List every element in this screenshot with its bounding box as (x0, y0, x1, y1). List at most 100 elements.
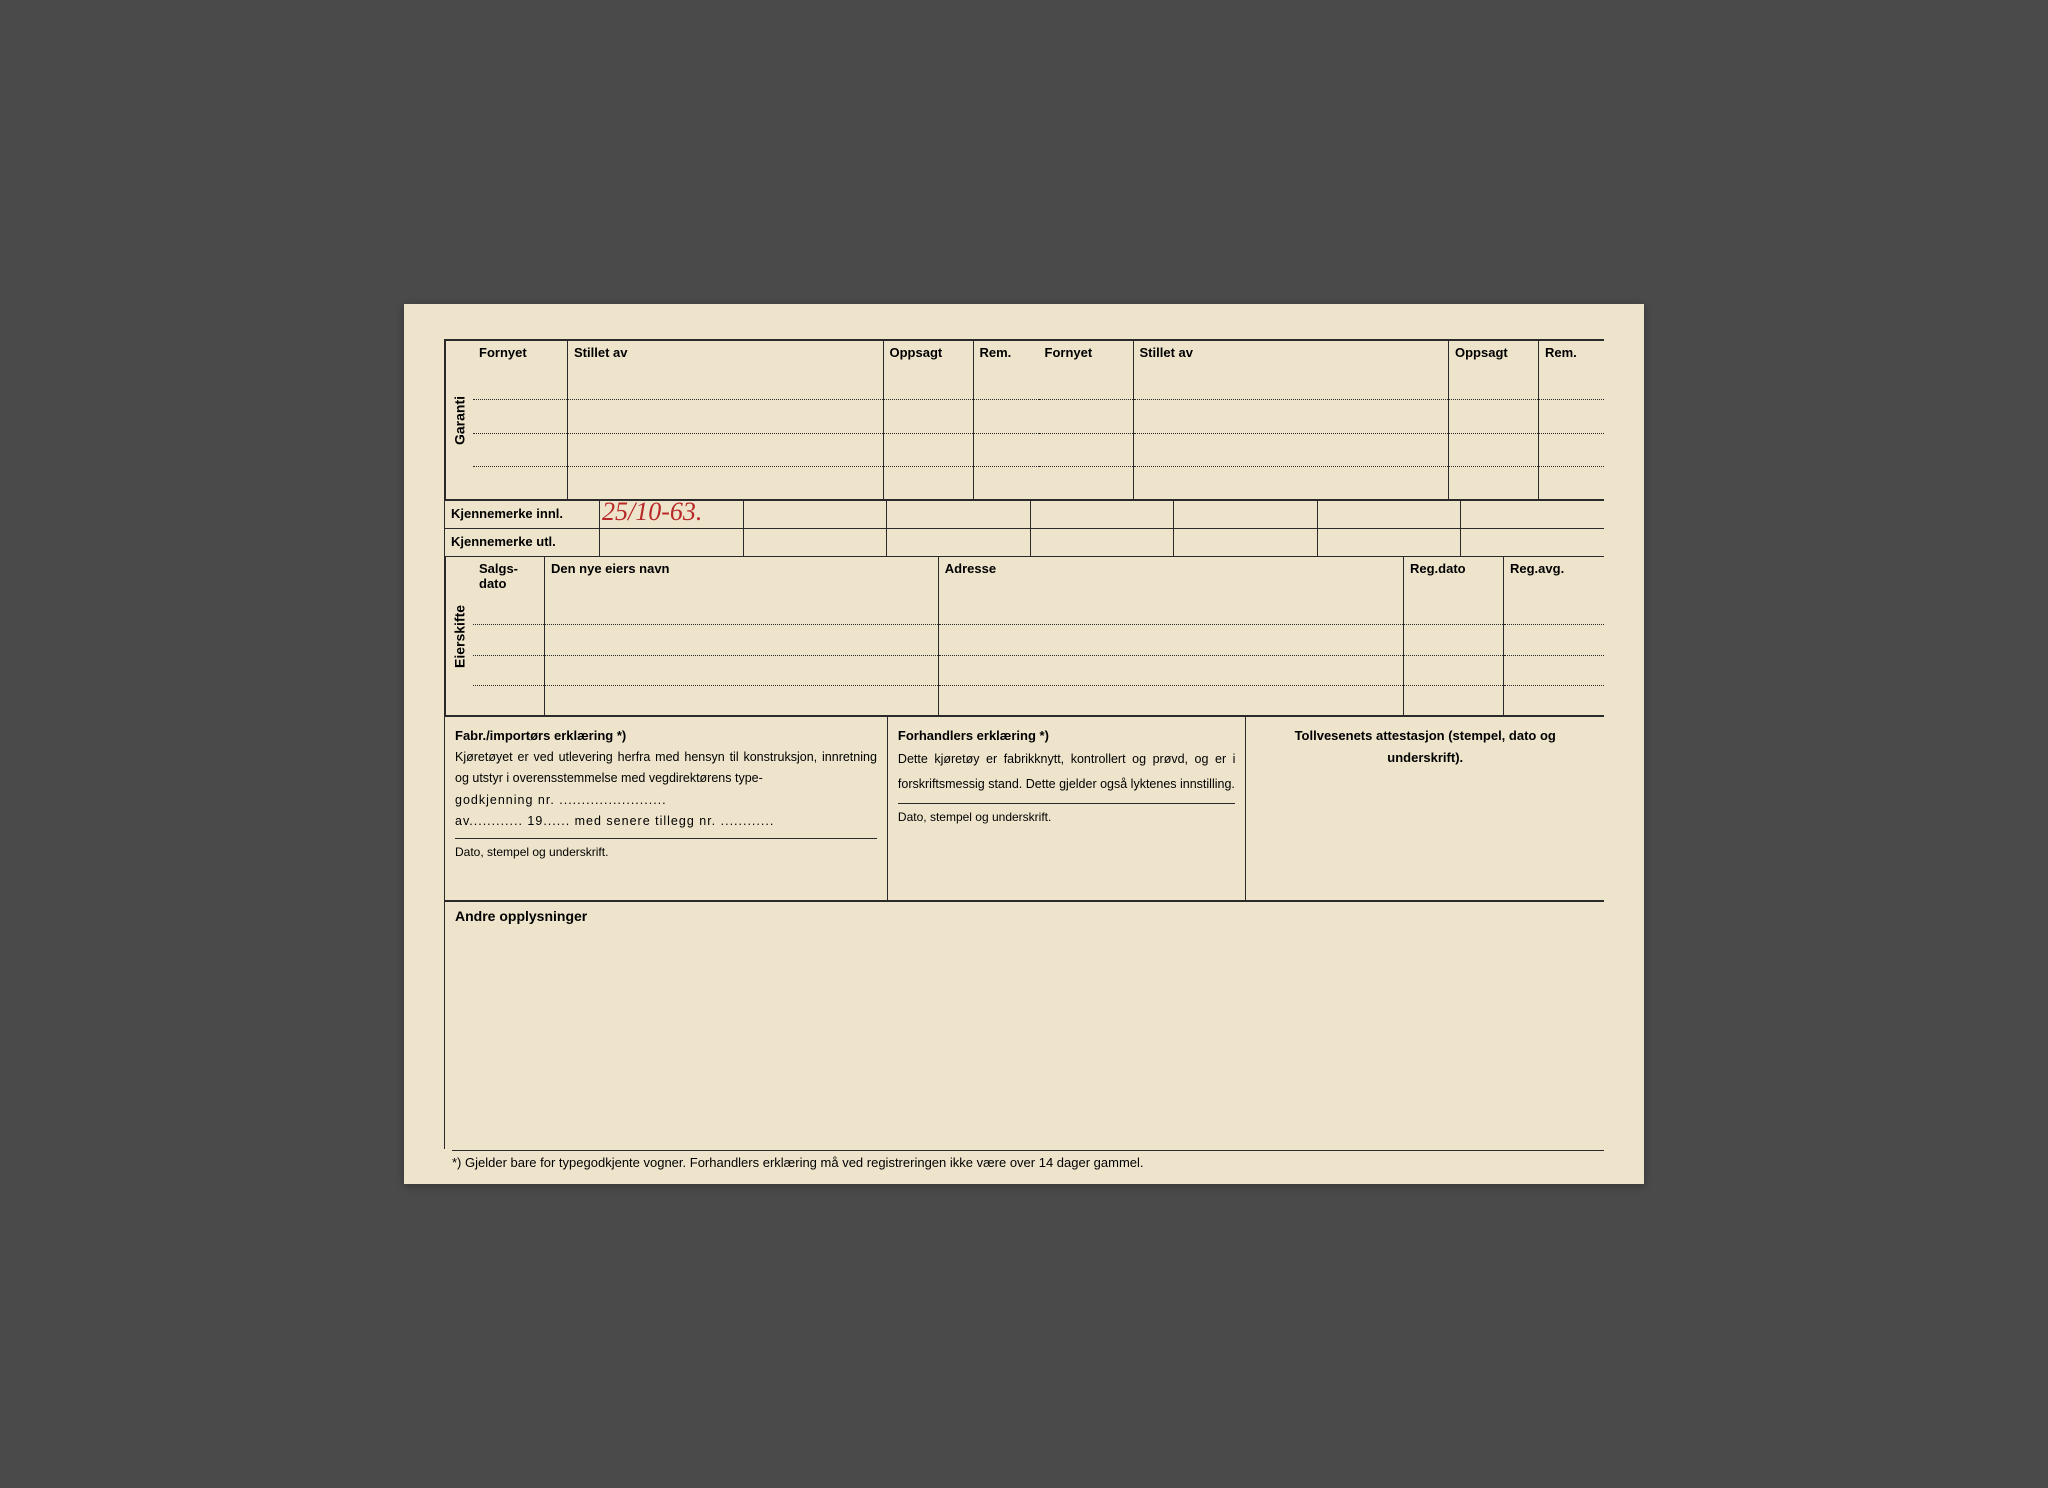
table-cell (545, 625, 938, 655)
col-stillet: Stillet av (568, 341, 883, 367)
garanti-label: Garanti (445, 341, 473, 499)
col-fornyet: Fornyet (473, 341, 567, 367)
handwritten-date: 25/10-63. (602, 497, 702, 527)
table-cell (884, 467, 973, 499)
fabr-text: Kjøretøyet er ved utlevering herfra med … (455, 747, 877, 790)
forhandler-declaration: Forhandlers erklæring *) Dette kjøretøy … (888, 717, 1247, 900)
kjennemerke-cell (1461, 529, 1604, 556)
kjennemerke-cell (1031, 529, 1175, 556)
table-cell (884, 434, 973, 467)
col-salgsdato: Salgs-dato (473, 557, 544, 595)
table-cell (1404, 595, 1503, 625)
eierskifte-label: Eierskifte (445, 557, 473, 715)
col-rem: Rem. (974, 341, 1039, 367)
col-regavg: Reg.avg. (1504, 557, 1604, 595)
table-cell (473, 686, 544, 715)
forh-sub: Dato, stempel og underskrift. (898, 803, 1236, 827)
col-adresse: Adresse (939, 557, 1403, 595)
table-cell (1449, 367, 1538, 400)
footnote: *) Gjelder bare for typegodkjente vogner… (452, 1150, 1604, 1170)
table-cell (939, 595, 1403, 625)
table-cell (545, 686, 938, 715)
table-cell (473, 367, 567, 400)
kjennemerke-cell (600, 529, 744, 556)
kjennemerke-section: Kjennemerke innl. 25/10-63. Kjennemerke … (445, 499, 1604, 557)
kjennemerke-innl-label: Kjennemerke innl. (445, 501, 600, 528)
col-oppsagt: Oppsagt (884, 341, 973, 367)
table-cell (568, 400, 883, 433)
declarations-section: Fabr./importørs erklæring *) Kjøretøyet … (445, 717, 1604, 902)
col-stillet: Stillet av (1134, 341, 1449, 367)
tollvesen-attestation: Tollvesenets attestasjon (stempel, dato … (1246, 717, 1604, 900)
fabr-sub: Dato, stempel og underskrift. (455, 838, 877, 862)
kjennemerke-utl-label: Kjennemerke utl. (445, 529, 600, 556)
table-cell (974, 400, 1039, 433)
kjennemerke-cell (1318, 529, 1462, 556)
table-cell (473, 625, 544, 655)
table-cell (1504, 595, 1604, 625)
table-cell (1449, 400, 1538, 433)
kjennemerke-cell (1031, 501, 1175, 528)
table-cell (568, 467, 883, 499)
table-cell (568, 367, 883, 400)
table-cell (884, 367, 973, 400)
fabr-godkjenning: godkjenning nr. ........................ (455, 790, 877, 811)
table-cell (1404, 686, 1503, 715)
eierskifte-section: Eierskifte Salgs-dato Den nye eiers navn (445, 557, 1604, 717)
table-cell (939, 656, 1403, 686)
table-cell (473, 467, 567, 499)
col-rem: Rem. (1539, 341, 1604, 367)
table-cell (473, 434, 567, 467)
table-cell (1134, 467, 1449, 499)
andre-section: Andre opplysninger (445, 902, 1604, 1097)
table-cell (1449, 467, 1538, 499)
table-cell (1134, 400, 1449, 433)
document-page: Garanti Fornyet Stillet av (404, 304, 1644, 1184)
col-oppsagt: Oppsagt (1449, 341, 1538, 367)
fabr-av: av............ 19...... med senere tille… (455, 811, 877, 832)
table-cell (1134, 367, 1449, 400)
forh-text: Dette kjøretøy er fabrikknytt, kontrolle… (898, 747, 1236, 797)
table-cell (1039, 434, 1133, 467)
kjennemerke-cell (887, 501, 1031, 528)
table-cell (1504, 686, 1604, 715)
andre-title: Andre opplysninger (455, 908, 1594, 924)
table-cell (568, 434, 883, 467)
table-cell (1039, 367, 1133, 400)
garanti-table: Fornyet Stillet av (473, 341, 1604, 499)
table-cell (1039, 400, 1133, 433)
kjennemerke-cell: 25/10-63. (600, 501, 744, 528)
table-cell (1539, 400, 1604, 433)
kjennemerke-cell (1174, 501, 1318, 528)
table-cell (473, 656, 544, 686)
table-cell (1539, 467, 1604, 499)
col-fornyet: Fornyet (1039, 341, 1133, 367)
table-cell (1504, 625, 1604, 655)
table-cell (974, 467, 1039, 499)
forh-title: Forhandlers erklæring *) (898, 725, 1236, 747)
table-cell (1404, 625, 1503, 655)
table-cell (974, 367, 1039, 400)
table-cell (473, 400, 567, 433)
table-cell (974, 434, 1039, 467)
kjennemerke-cell (744, 501, 888, 528)
table-cell (1539, 434, 1604, 467)
kjennemerke-cell (1174, 529, 1318, 556)
table-cell (1504, 656, 1604, 686)
table-cell (884, 400, 973, 433)
kjennemerke-cell (887, 529, 1031, 556)
col-eiersnavn: Den nye eiers navn (545, 557, 938, 595)
table-cell (939, 625, 1403, 655)
fabr-title: Fabr./importørs erklæring *) (455, 725, 877, 747)
kjennemerke-cell (744, 529, 888, 556)
table-cell (1449, 434, 1538, 467)
table-cell (1404, 656, 1503, 686)
toll-title: Tollvesenets attestasjon (stempel, dato … (1256, 725, 1594, 769)
kjennemerke-cell (1318, 501, 1462, 528)
table-cell (1039, 467, 1133, 499)
fabr-declaration: Fabr./importørs erklæring *) Kjøretøyet … (445, 717, 888, 900)
garanti-section: Garanti Fornyet Stillet av (445, 339, 1604, 499)
table-cell (939, 686, 1403, 715)
table-cell (1134, 434, 1449, 467)
table-cell (1539, 367, 1604, 400)
